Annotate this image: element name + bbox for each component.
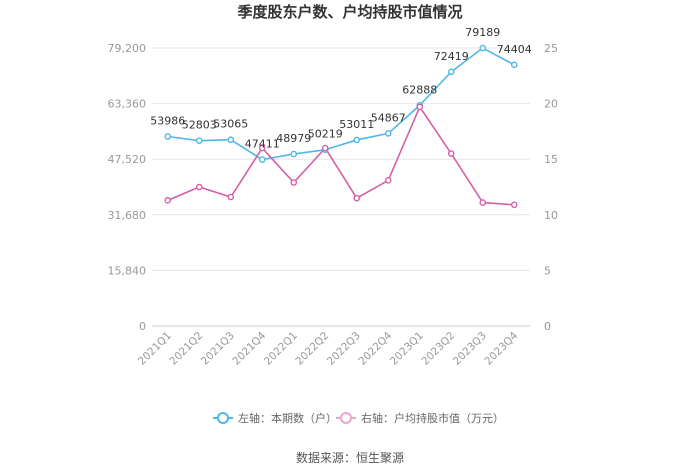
series-1-point	[164, 197, 172, 204]
data-label: 50219	[308, 128, 343, 141]
y-left-tick-label: 0	[139, 320, 146, 333]
y-left-tick-label: 47,520	[108, 153, 147, 166]
series-0-point	[227, 136, 235, 144]
legend-item-holders[interactable]: 左轴：本期数（户）	[213, 411, 337, 425]
series-1-point	[258, 144, 266, 152]
series-0-point	[290, 150, 298, 158]
series-points	[164, 44, 518, 209]
series-line-0	[167, 47, 515, 161]
x-tick-label: 2022Q3	[325, 330, 363, 368]
series-lines	[167, 47, 515, 206]
series-1-point	[384, 177, 392, 184]
legend-label-holders: 左轴：本期数（户）	[238, 411, 337, 425]
series-0-point	[164, 133, 172, 140]
data-label: 72419	[434, 50, 469, 63]
y-left-tick-label: 79,200	[108, 42, 147, 55]
data-label: 62888	[402, 83, 437, 96]
x-tick-label: 2022Q1	[262, 330, 300, 368]
y-left-tick-label: 31,680	[108, 209, 147, 222]
y-right-tick-label: 10	[544, 209, 558, 222]
y-left-tick-label: 63,360	[108, 98, 147, 111]
data-label: 48979	[276, 132, 311, 145]
x-tick-label: 2021Q1	[136, 330, 174, 368]
series-0-point	[353, 136, 361, 144]
data-label: 52803	[182, 119, 217, 132]
legend-marker-holders	[217, 412, 229, 424]
series-0-point	[258, 156, 266, 163]
series-1-point	[195, 183, 203, 191]
legend-item-value[interactable]: 右轴：户均持股市值（万元）	[336, 411, 504, 425]
data-label: 53011	[339, 118, 374, 131]
data-label: 79189	[465, 26, 500, 39]
series-0-point	[195, 137, 203, 144]
data-source: 数据来源：恒生聚源	[296, 450, 404, 465]
data-label: 54867	[371, 111, 406, 124]
y-right-tick-label: 20	[544, 98, 558, 111]
chart-title: 季度股东户数、户均持股市值情况	[237, 3, 462, 21]
series-1-point	[353, 194, 361, 202]
data-label: 74404	[497, 43, 532, 56]
y-right-tick-label: 25	[544, 42, 558, 55]
grid	[152, 47, 530, 327]
series-1-point	[416, 103, 424, 111]
x-tick-label: 2022Q4	[356, 329, 394, 367]
series-0-point	[479, 44, 487, 52]
legend-marker-value	[340, 412, 352, 424]
series-0-point	[447, 68, 455, 76]
y-right-tick-label: 15	[544, 153, 558, 166]
series-1-point	[510, 201, 518, 209]
x-axis: 2021Q12021Q22021Q32021Q42022Q12022Q22022…	[136, 329, 521, 367]
x-tick-label: 2021Q3	[199, 330, 237, 368]
x-tick-label: 2023Q3	[451, 330, 489, 368]
series-1-point	[479, 199, 487, 206]
series-0-point	[384, 130, 392, 137]
legend: 左轴：本期数（户） 右轴：户均持股市值（万元）	[213, 411, 504, 425]
series-1-point	[321, 144, 329, 152]
y-right-axis: 0 5 10 15 20 25	[544, 42, 558, 333]
y-right-tick-label: 5	[544, 264, 551, 277]
x-tick-label: 2023Q2	[419, 330, 457, 368]
y-left-tick-label: 15,840	[108, 264, 147, 277]
series-1-point	[447, 150, 455, 157]
x-tick-label: 2023Q4	[482, 329, 520, 367]
x-tick-label: 2021Q2	[167, 330, 205, 368]
y-right-tick-label: 0	[544, 320, 551, 333]
x-tick-label: 2023Q1	[388, 330, 426, 368]
x-tick-label: 2021Q4	[230, 329, 268, 367]
data-label: 47411	[245, 138, 280, 151]
series-1-point	[290, 179, 298, 186]
y-left-axis: 0 15,840 31,680 47,520 63,360 79,200	[108, 42, 147, 333]
series-1-point	[227, 193, 235, 201]
legend-label-value: 右轴：户均持股市值（万元）	[361, 411, 504, 425]
data-label: 53065	[213, 118, 248, 131]
x-tick-label: 2022Q2	[293, 330, 331, 368]
series-line-1	[167, 105, 515, 206]
series-0-point	[510, 61, 518, 69]
data-label: 53986	[150, 115, 185, 128]
